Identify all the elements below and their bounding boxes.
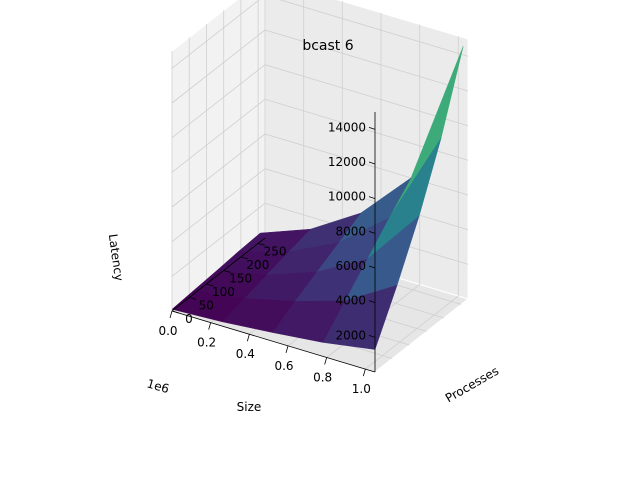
y-tick-mark xyxy=(171,310,180,314)
x-tick-label: 0.0 xyxy=(158,324,177,338)
z-tick-mark xyxy=(368,265,376,269)
y-tick-label: 0 xyxy=(185,312,193,326)
x-tick-mark xyxy=(246,334,250,342)
y-tick-label: 100 xyxy=(212,285,235,299)
x-tick-mark xyxy=(362,368,366,377)
surface-plot xyxy=(171,46,464,350)
z-tick-label: 14000 xyxy=(328,120,366,134)
z-tick-mark xyxy=(368,196,376,200)
x-tick-label: 0.8 xyxy=(313,370,332,384)
x-tick-mark xyxy=(285,345,289,353)
x-tick-label: 0.6 xyxy=(274,359,293,373)
z-tick-label: 4000 xyxy=(335,294,366,308)
z-tick-mark xyxy=(368,300,376,304)
x-tick-mark xyxy=(208,322,212,330)
y-tick-label: 250 xyxy=(264,244,287,258)
y-tick-mark xyxy=(223,270,231,273)
grid-line-z xyxy=(171,98,469,173)
y-tick-label: 150 xyxy=(229,271,252,285)
chart-title: bcast 6 xyxy=(302,38,353,54)
x-tick-mark xyxy=(169,310,173,319)
axis-lines xyxy=(171,112,376,373)
y-tick-label: 50 xyxy=(199,298,214,312)
y-axis-label: Processes xyxy=(443,364,501,406)
y-tick-mark xyxy=(258,243,266,246)
grid-line-z xyxy=(171,64,469,139)
y-tick-mark xyxy=(240,256,248,260)
x-axis-label: Size xyxy=(237,400,262,414)
x-tick-label: 0.2 xyxy=(197,336,216,350)
z-tick-label: 12000 xyxy=(328,155,366,169)
x-tick-label: 1.0 xyxy=(352,382,371,396)
y-axis-line xyxy=(171,237,266,312)
z-tick-mark xyxy=(368,126,376,130)
grid-line-z xyxy=(171,133,469,208)
y-tick-label: 200 xyxy=(246,258,269,272)
y-tick-mark xyxy=(206,283,214,287)
z-tick-label: 10000 xyxy=(328,190,366,204)
z-tick-label: 6000 xyxy=(335,259,366,273)
x-axis-line xyxy=(171,310,376,373)
grid-line-z xyxy=(171,29,469,104)
z-tick-mark xyxy=(368,334,376,338)
z-tick-mark xyxy=(368,230,376,234)
z-tick-label: 8000 xyxy=(335,224,366,238)
z-tick-label: 2000 xyxy=(335,328,366,342)
y-tick-mark xyxy=(189,297,197,300)
x-tick-mark xyxy=(324,357,328,365)
z-tick-mark xyxy=(368,161,376,165)
grid-line-z xyxy=(171,0,469,69)
x-tick-label: 0.4 xyxy=(236,347,255,361)
x-axis-offset-label: 1e6 xyxy=(145,376,171,396)
z-axis-label: Latency xyxy=(106,233,126,282)
